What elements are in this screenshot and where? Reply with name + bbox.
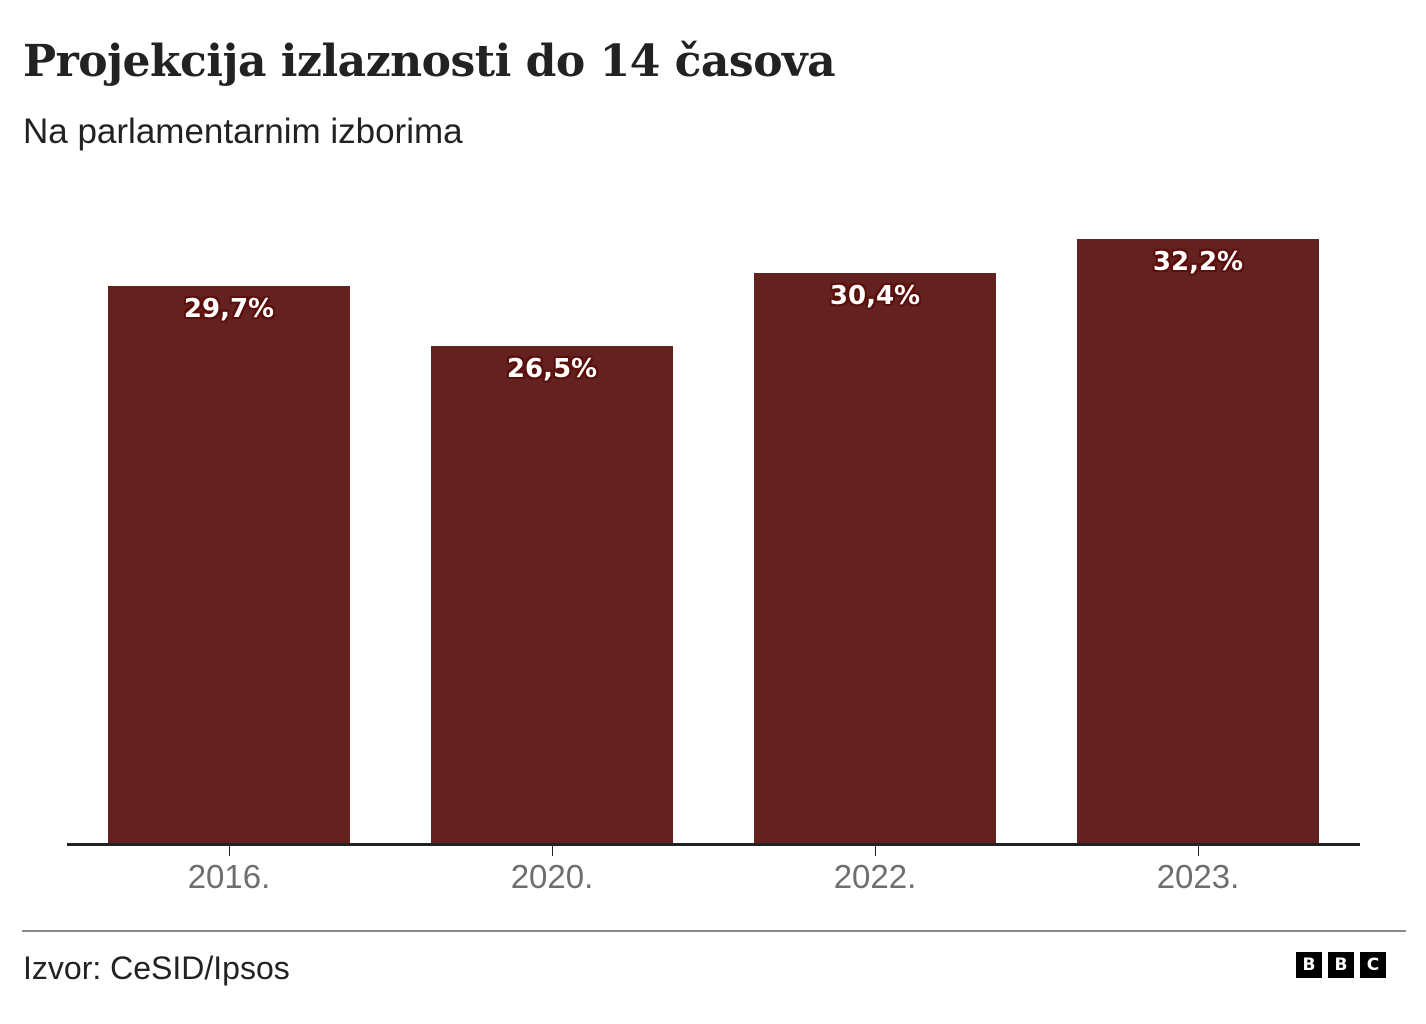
bar-value-label: 29,7% [183, 294, 275, 324]
x-tick-label: 2023. [1156, 858, 1240, 895]
bar-2020: 26,5% [431, 346, 673, 845]
footer-divider [22, 930, 1406, 932]
x-tick [875, 846, 876, 856]
x-tick-label: 2022. [833, 858, 917, 895]
x-tick [552, 846, 553, 856]
source-note: Izvor: CeSID/Ipsos [23, 950, 290, 986]
x-tick [229, 846, 230, 856]
x-axis-line [67, 843, 1360, 846]
bar-value-label: 32,2% [1152, 247, 1244, 277]
x-tick-label: 2016. [187, 858, 271, 895]
bar-2022: 30,4% [754, 273, 996, 845]
bar-value-label: 26,5% [506, 354, 598, 384]
bbc-logo-letter: B [1296, 952, 1322, 978]
bar-2023: 32,2% [1077, 239, 1319, 845]
x-tick-label: 2020. [510, 858, 594, 895]
bbc-logo: B B C [1296, 952, 1386, 978]
bar-2016: 29,7% [108, 286, 350, 845]
x-tick [1198, 846, 1199, 856]
bbc-logo-letter: C [1360, 952, 1386, 978]
bar-value-label: 30,4% [829, 281, 921, 311]
chart-subtitle: Na parlamentarnim izborima [23, 112, 463, 151]
bbc-logo-letter: B [1328, 952, 1354, 978]
chart-title: Projekcija izlaznosti do 14 časova [23, 36, 836, 87]
